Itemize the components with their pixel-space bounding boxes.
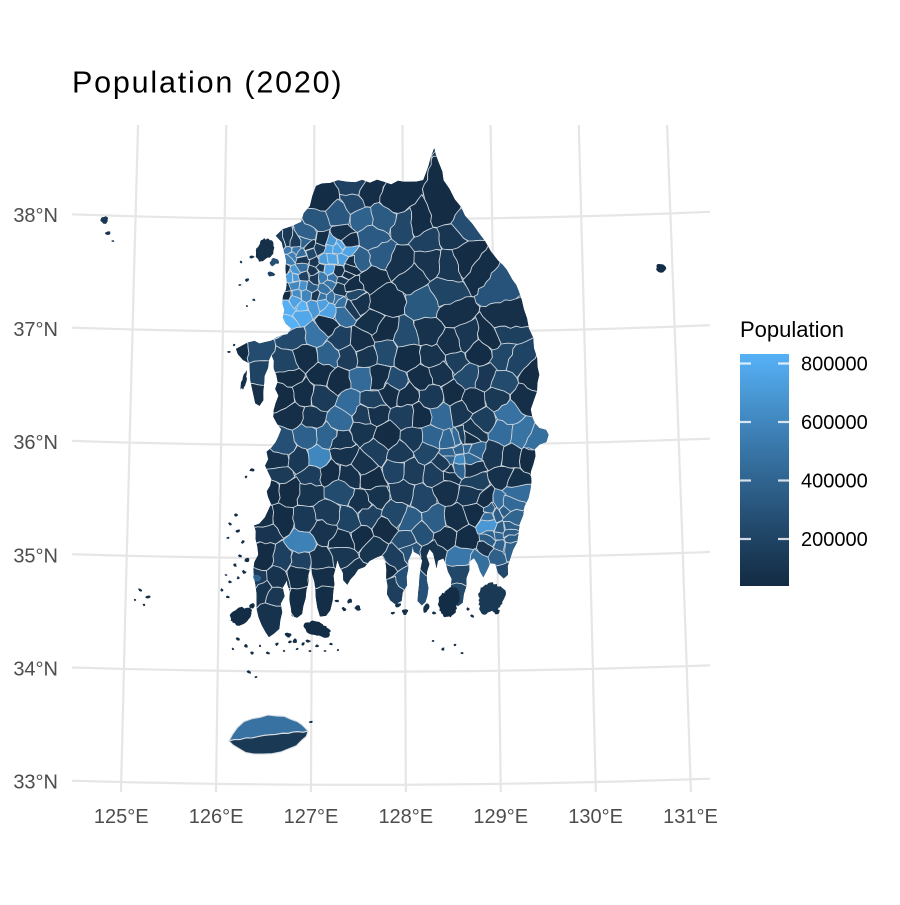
svg-text:131°E: 131°E xyxy=(663,806,718,828)
svg-text:33°N: 33°N xyxy=(13,772,58,794)
svg-text:37°N: 37°N xyxy=(13,319,58,341)
svg-text:126°E: 126°E xyxy=(189,806,244,828)
svg-text:127°E: 127°E xyxy=(284,806,339,828)
svg-text:200000: 200000 xyxy=(801,529,868,551)
svg-text:Population (2020): Population (2020) xyxy=(72,66,343,100)
svg-text:34°N: 34°N xyxy=(13,659,58,681)
svg-text:129°E: 129°E xyxy=(473,806,528,828)
svg-text:800000: 800000 xyxy=(801,354,868,376)
svg-text:130°E: 130°E xyxy=(568,806,623,828)
svg-text:600000: 600000 xyxy=(801,412,868,434)
svg-text:38°N: 38°N xyxy=(13,205,58,227)
svg-text:400000: 400000 xyxy=(801,471,868,493)
svg-text:Population: Population xyxy=(740,317,844,342)
svg-text:36°N: 36°N xyxy=(13,432,58,454)
svg-text:125°E: 125°E xyxy=(94,806,149,828)
svg-text:35°N: 35°N xyxy=(13,545,58,567)
svg-text:128°E: 128°E xyxy=(378,806,433,828)
